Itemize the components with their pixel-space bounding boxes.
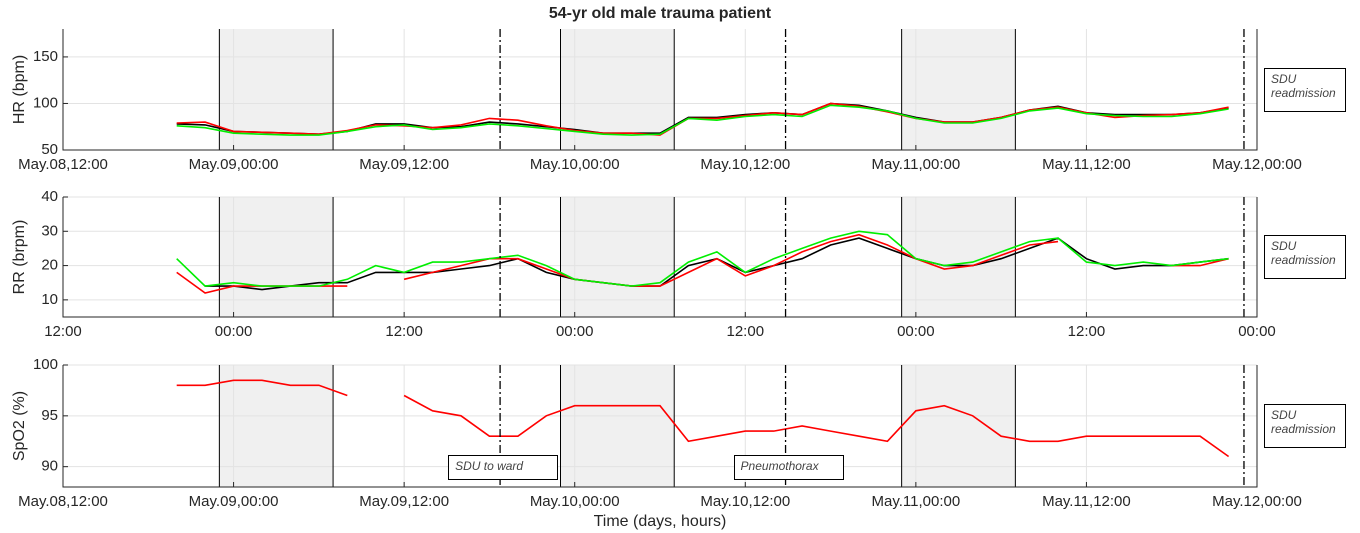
x-tick-label: May.11,00:00 [872, 493, 961, 510]
y-axis-label: RR (brpm) [11, 220, 28, 295]
x-tick-label: 00:00 [1238, 323, 1276, 340]
x-tick-label: 00:00 [215, 323, 253, 340]
annotation: SDU readmission [1264, 404, 1346, 448]
axis-box [62, 197, 1258, 318]
y-tick-label: 95 [41, 407, 58, 424]
y-tick-label: 150 [33, 48, 58, 65]
series-line [176, 233, 1229, 294]
night-band [219, 29, 334, 150]
x-tick-label: 00:00 [556, 323, 594, 340]
y-tick-label: 90 [41, 458, 58, 475]
x-tick-label: May.09,12:00 [359, 493, 449, 510]
x-axis-label: Time (days, hours) [594, 513, 727, 530]
series-line [176, 230, 1229, 287]
x-tick-label: May.12,00:00 [1212, 493, 1302, 510]
x-tick-label: May.09,12:00 [359, 156, 449, 173]
chart-title: 54-yr old male trauma patient [549, 5, 772, 22]
night-band [901, 29, 1016, 150]
x-tick-label: May.09,00:00 [189, 493, 279, 510]
annotation: SDU to ward [448, 455, 559, 480]
y-tick-label: 100 [33, 356, 58, 373]
series-line [176, 102, 1229, 136]
y-axis-label: HR (bpm) [11, 55, 28, 124]
x-tick-label: May.10,00:00 [530, 156, 620, 173]
x-tick-label: 12:00 [44, 323, 82, 340]
x-tick-label: 12:00 [727, 323, 765, 340]
x-tick-label: May.10,12:00 [700, 493, 790, 510]
y-axis-label: SpO2 (%) [11, 391, 28, 461]
night-band [901, 365, 1016, 487]
night-band [560, 365, 675, 487]
x-tick-label: May.11,12:00 [1042, 493, 1131, 510]
x-tick-label: May.12,00:00 [1212, 156, 1302, 173]
axis-box [62, 365, 1258, 488]
x-tick-label: 00:00 [897, 323, 935, 340]
night-band [219, 197, 334, 317]
annotation: Pneumothorax [733, 455, 844, 480]
series-line [205, 237, 1229, 291]
y-tick-label: 20 [41, 257, 58, 274]
x-tick-label: May.11,12:00 [1042, 156, 1131, 173]
y-tick-label: 50 [41, 141, 58, 158]
series-line [176, 379, 1230, 458]
x-tick-label: May.10,00:00 [530, 493, 620, 510]
axis-box [62, 29, 1258, 151]
y-tick-label: 30 [41, 222, 58, 239]
annotation: SDU readmission [1264, 67, 1346, 112]
night-band [560, 197, 675, 317]
x-tick-label: May.09,00:00 [189, 156, 279, 173]
x-tick-label: 12:00 [1068, 323, 1106, 340]
y-tick-label: 40 [41, 188, 58, 205]
x-tick-label: May.10,12:00 [700, 156, 790, 173]
y-tick-label: 10 [41, 291, 58, 308]
annotation: SDU readmission [1264, 235, 1346, 279]
y-tick-label: 100 [33, 94, 58, 111]
x-tick-label: May.08,12:00 [18, 493, 108, 510]
series-line [176, 104, 1229, 136]
x-tick-label: May.11,00:00 [872, 156, 961, 173]
x-tick-label: May.08,12:00 [18, 156, 108, 173]
x-tick-label: 12:00 [385, 323, 423, 340]
